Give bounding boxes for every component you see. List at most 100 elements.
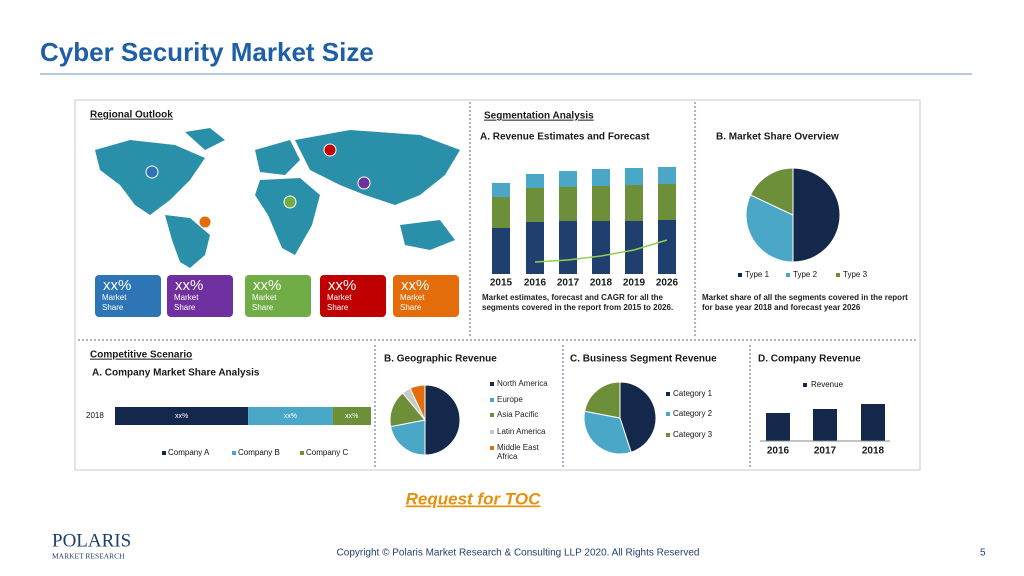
bar-segment [559,171,577,187]
x-tick-label: 2017 [557,278,580,289]
section-title: Segmentation Analysis [484,111,594,122]
legend-swatch [666,412,670,416]
card-label: Market Share [327,293,352,312]
pie-slice [424,384,461,456]
bar-segment [492,228,510,274]
map-pins [145,143,371,229]
legend-swatch [232,451,236,455]
legend-swatch [490,430,494,434]
bar-segment [526,174,544,188]
legend-swatch [786,273,790,277]
bar-segment [625,185,643,221]
bar-segment [526,222,544,274]
x-tick-label: 2017 [814,446,837,457]
card-label-box: Market Share [327,293,352,312]
legend-label: Category 1 [673,389,713,398]
card-value: xx% [253,277,281,294]
legend-label: Type 2 [793,270,818,279]
bar-segment [592,221,610,274]
pie-slice [583,410,632,455]
legend-label: Category 3 [673,430,713,439]
legend-label: Latin America [497,427,546,436]
legend-label: Asia Pacific [497,410,539,419]
card-value: xx% [401,277,429,294]
bar-segment [492,183,510,197]
bar-segment [592,186,610,221]
chart-title: A. Company Market Share Analysis [92,368,260,379]
dividers [78,102,918,468]
share-card [167,275,233,317]
chart-title: B. Geographic Revenue [384,354,497,365]
card-value: xx% [175,277,203,294]
pie-slice [409,384,426,421]
legend-label: Revenue [811,380,844,389]
bar-segment [658,220,676,274]
card-label: Market Share [252,293,277,312]
bar-segment [492,197,510,228]
legend-label: Type 3 [843,270,868,279]
caption-box: Market share of all the segments covered… [702,293,908,312]
legend-label: Company B [238,448,280,457]
legend-label: Category 2 [673,409,713,418]
logo: POLARIS [52,530,131,551]
pie-slice [749,167,794,216]
trend-line [534,239,668,263]
legend-swatch [300,451,304,455]
x-tick-label: 2016 [524,278,547,289]
bar-segment [658,167,676,184]
chart-title: B. Market Share Overview [716,132,839,143]
legend-swatch [490,382,494,386]
pie-slice [390,419,426,456]
bar [766,413,790,441]
legend-swatch [738,273,742,277]
legend-label-box: North America [497,379,548,388]
legend-swatch [803,383,807,387]
chart-title: D. Company Revenue [758,354,861,365]
page-number: 5 [980,548,986,559]
legend-label-box: Middle East Africa [497,443,539,461]
x-tick-label: 2018 [590,278,613,289]
legend-label-box: Asia Pacific [497,410,539,419]
card-value: xx% [103,277,131,294]
chart-title: C. Business Segment Revenue [570,354,717,365]
category-label: 2018 [86,411,104,420]
share-card [95,275,161,317]
legend-label: North America [497,379,548,388]
bar-segment [625,221,643,274]
section-title: Regional Outlook [90,110,173,121]
bar-segment [526,188,544,222]
share-card [245,275,311,317]
bar-segment [115,407,249,425]
card-label-box: Market Share [252,293,277,312]
slide-title: Cyber Security Market Size [40,37,374,67]
bar-segment [559,221,577,274]
bar-segment [248,407,333,425]
legend-swatch [490,446,494,450]
segment-label: xx% [345,413,358,420]
legend-label-box: Europe [497,395,523,404]
toc-link[interactable]: Request for TOC [406,489,541,508]
legend-swatch [490,398,494,402]
legend-swatch [162,451,166,455]
caption: Market share of all the segments covered… [702,293,908,312]
card-value: xx% [328,277,356,294]
legend-swatch [490,413,494,417]
chart-title: A. Revenue Estimates and Forecast [480,132,650,143]
legend-swatch [666,392,670,396]
legend-label: Middle East Africa [497,443,539,461]
card-label: Market Share [400,293,425,312]
legend-label: Type 1 [745,270,770,279]
x-tick-label: 2018 [862,446,885,457]
bar-segment [625,168,643,185]
card-label-box: Market Share [400,293,425,312]
caption: Market estimates, forecast and CAGR for … [482,293,674,312]
legend-swatch [666,433,670,437]
x-tick-label: 2016 [767,446,790,457]
x-tick-label: 2019 [623,278,646,289]
card-label: Market Share [102,293,127,312]
legend-label-box: Latin America [497,427,546,436]
copyright: Copyright © Polaris Market Research & Co… [337,548,700,559]
segment-label: xx% [175,413,188,420]
